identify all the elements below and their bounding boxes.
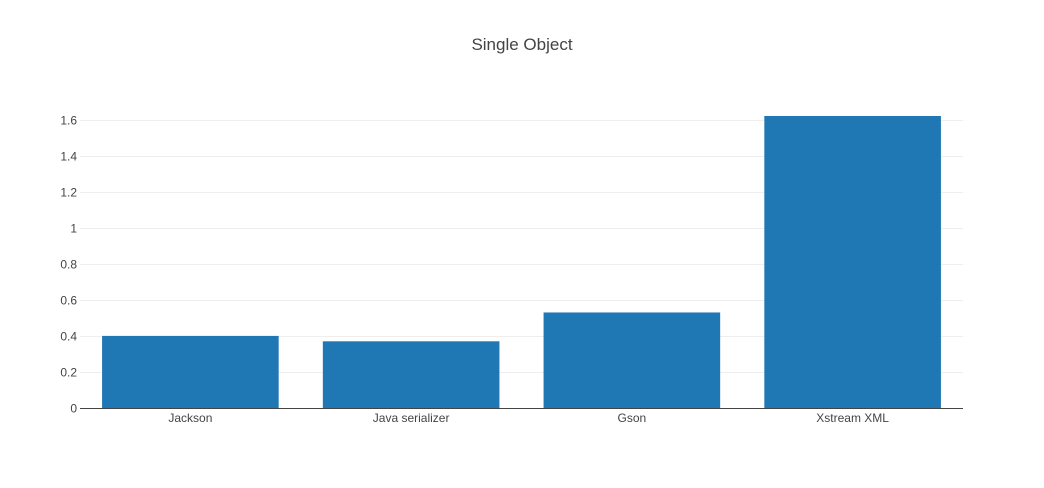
y-tick-label: 0.6 xyxy=(60,294,77,308)
y-tick-label: 0 xyxy=(70,402,77,416)
y-tick-label: 1.4 xyxy=(60,150,77,164)
x-tick-label: Xstream XML xyxy=(816,411,889,425)
y-tick-label: 0.8 xyxy=(60,258,77,272)
x-tick-label: Java serializer xyxy=(373,411,450,425)
x-tick-label: Gson xyxy=(618,411,647,425)
y-tick-label: 1 xyxy=(70,222,77,236)
x-tick-label: Jackson xyxy=(168,411,212,425)
bar-gson[interactable] xyxy=(543,312,721,408)
bar-xstream-xml[interactable] xyxy=(764,116,941,408)
y-tick-label: 1.6 xyxy=(60,114,77,128)
bar-java-serializer[interactable] xyxy=(322,341,500,408)
y-tick-labels: 0 0.2 0.4 0.6 0.8 1 1.2 1.4 1.6 xyxy=(60,114,77,416)
y-tick-label: 0.2 xyxy=(60,366,77,380)
chart-title: Single Object xyxy=(471,35,572,54)
y-tick-label: 0.4 xyxy=(60,330,77,344)
x-tick-labels: Jackson Java serializer Gson Xstream XML xyxy=(168,411,889,425)
bar-layer xyxy=(102,116,941,408)
y-tick-label: 1.2 xyxy=(60,186,77,200)
bar-jackson[interactable] xyxy=(102,335,279,408)
